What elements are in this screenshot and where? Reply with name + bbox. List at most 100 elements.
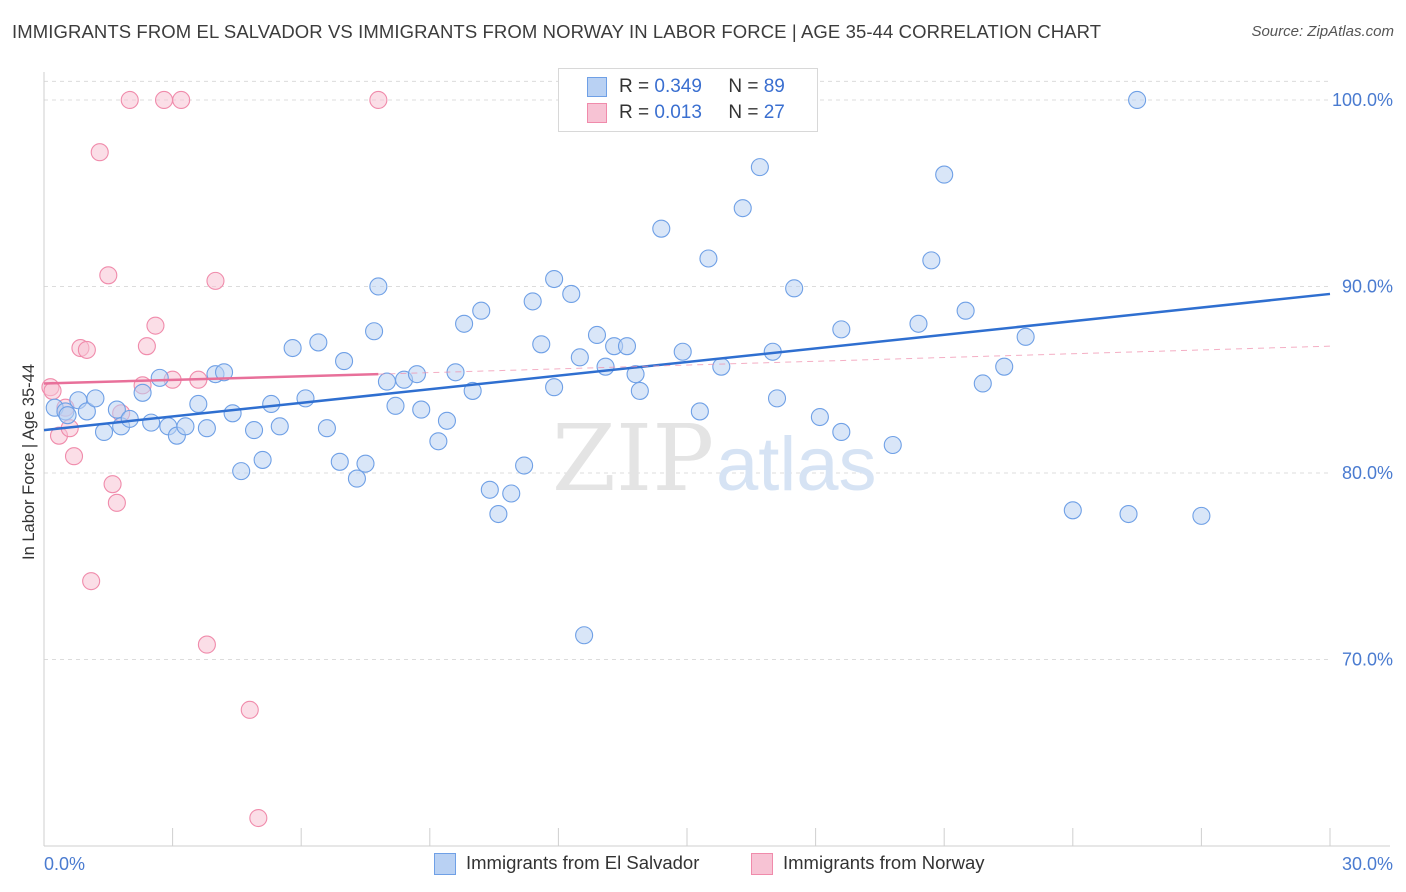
- point-el-salvador: [262, 394, 281, 414]
- point-el-salvador: [489, 504, 508, 524]
- series-el-salvador-points: [45, 90, 1211, 645]
- source-label: Source: ZipAtlas.com: [1251, 23, 1394, 40]
- legend-swatch-blue: [587, 77, 607, 97]
- point-el-salvador: [270, 417, 289, 436]
- point-norway: [43, 381, 62, 400]
- point-el-salvador: [120, 409, 139, 428]
- grid: [44, 80, 1330, 660]
- x-tick-label: 0.0%: [44, 854, 85, 874]
- point-el-salvador: [253, 450, 272, 469]
- point-el-salvador: [832, 422, 851, 442]
- point-el-salvador: [365, 322, 384, 341]
- point-el-salvador: [1192, 506, 1211, 525]
- point-el-salvador: [142, 413, 161, 432]
- point-el-salvador: [626, 365, 645, 384]
- point-el-salvador: [832, 320, 851, 339]
- point-el-salvador: [690, 402, 709, 421]
- legend-n-label: N =: [728, 102, 759, 123]
- point-el-salvador: [909, 314, 928, 333]
- point-el-salvador: [77, 402, 96, 421]
- point-el-salvador: [733, 199, 752, 218]
- point-el-salvador: [107, 400, 126, 419]
- point-el-salvador: [587, 325, 607, 345]
- point-norway: [137, 337, 156, 356]
- legend-n-value: 27: [763, 102, 785, 123]
- point-norway: [82, 572, 101, 591]
- point-el-salvador: [532, 335, 551, 354]
- point-norway: [107, 493, 126, 512]
- legend-r-label: R =: [619, 102, 650, 123]
- point-norway: [64, 447, 84, 466]
- x-tick-label: 30.0%: [1342, 854, 1393, 874]
- point-el-salvador: [1063, 501, 1082, 520]
- point-el-salvador: [58, 406, 77, 425]
- point-norway: [77, 340, 96, 359]
- point-el-salvador: [767, 389, 787, 408]
- point-el-salvador: [562, 284, 581, 303]
- point-el-salvador: [956, 301, 975, 320]
- y-axis-label: In Labor Force | Age 35-44: [20, 364, 38, 560]
- point-el-salvador: [472, 301, 491, 320]
- point-el-salvador: [437, 411, 456, 430]
- point-el-salvador: [922, 251, 941, 270]
- point-el-salvador: [515, 456, 534, 475]
- trend-lines: [43, 292, 1331, 432]
- point-el-salvador: [429, 432, 448, 451]
- bottom-legend-swatch-blue: [434, 853, 456, 875]
- watermark-zip: ZIP: [552, 405, 714, 512]
- point-el-salvador: [935, 165, 954, 184]
- y-tick-label: 80.0%: [1342, 463, 1393, 483]
- point-el-salvador: [296, 389, 315, 408]
- point-el-salvador: [575, 626, 594, 645]
- point-el-salvador: [570, 348, 589, 367]
- point-el-salvador: [150, 368, 169, 387]
- point-el-salvador: [883, 435, 902, 455]
- point-el-salvador: [502, 484, 521, 503]
- axes: [43, 72, 1390, 847]
- point-norway: [99, 266, 118, 285]
- point-el-salvador: [330, 452, 349, 471]
- point-norway: [120, 90, 139, 110]
- bottom-legend-swatch-pink: [751, 853, 773, 875]
- bottom-legend-label: Immigrants from El Salvador: [466, 852, 700, 873]
- legend-r-label: R =: [619, 76, 650, 97]
- point-el-salvador: [712, 357, 731, 376]
- correlation-legend: R = 0.349 N = 89 R = 0.013 N = 27: [558, 68, 818, 132]
- point-el-salvador: [545, 269, 564, 289]
- point-el-salvador: [699, 249, 718, 268]
- point-el-salvador: [283, 338, 302, 358]
- y-tick-label: 70.0%: [1342, 649, 1393, 669]
- bottom-legend-label: Immigrants from Norway: [783, 852, 985, 873]
- point-el-salvador: [412, 400, 431, 419]
- point-norway: [369, 90, 388, 110]
- point-el-salvador: [673, 342, 692, 361]
- point-el-salvador: [176, 417, 195, 436]
- point-el-salvador: [810, 407, 829, 427]
- trend-line-pink: [43, 372, 379, 385]
- point-el-salvador: [750, 158, 769, 177]
- point-el-salvador: [995, 357, 1014, 376]
- point-el-salvador: [1119, 504, 1138, 524]
- y-tick-label: 90.0%: [1342, 276, 1393, 296]
- legend-n-value: 89: [763, 76, 785, 97]
- trend-extension-pink: [378, 345, 1331, 375]
- chart-title: IMMIGRANTS FROM EL SALVADOR VS IMMIGRANT…: [12, 21, 1102, 42]
- point-norway: [206, 271, 225, 290]
- point-el-salvador: [480, 480, 499, 499]
- point-el-salvador: [386, 396, 405, 415]
- point-el-salvador: [86, 389, 105, 408]
- point-norway: [172, 90, 191, 110]
- point-norway: [240, 700, 259, 719]
- point-el-salvador: [973, 374, 992, 393]
- point-el-salvador: [197, 419, 216, 438]
- point-el-salvador: [133, 383, 152, 402]
- legend-r-value: 0.349: [654, 76, 702, 97]
- point-el-salvador: [189, 394, 208, 414]
- point-el-salvador: [630, 381, 649, 400]
- point-el-salvador: [617, 337, 637, 356]
- point-el-salvador: [244, 421, 264, 440]
- legend-n-label: N =: [728, 76, 759, 97]
- point-norway: [90, 143, 109, 162]
- point-norway: [146, 316, 165, 335]
